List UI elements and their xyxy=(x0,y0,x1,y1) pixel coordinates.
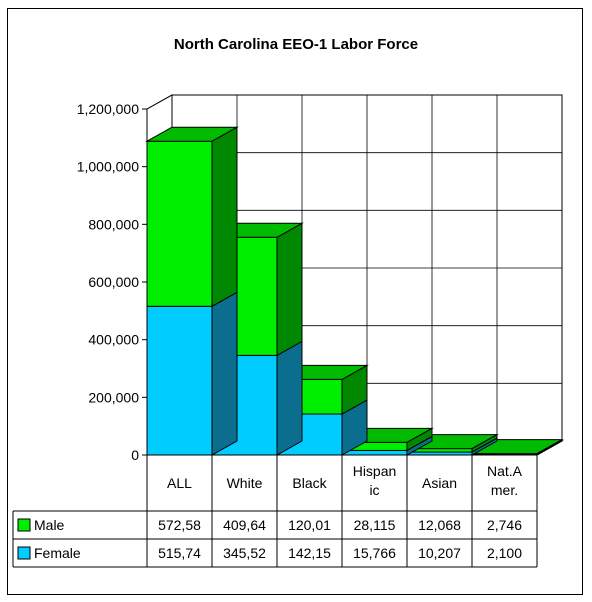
data-table-cell: 409,64 xyxy=(223,517,266,533)
y-tick-label: 400,000 xyxy=(88,332,139,348)
data-table-cell: 15,766 xyxy=(353,545,396,561)
bars xyxy=(145,126,564,456)
y-tick-label: 1,200,000 xyxy=(77,101,139,117)
data-table-cell: 10,207 xyxy=(418,545,461,561)
data-table-cell: 12,068 xyxy=(418,517,461,533)
bar-side-female xyxy=(276,340,303,456)
y-tick-label: 800,000 xyxy=(88,216,139,232)
legend-label-female: Female xyxy=(34,545,81,561)
bar-side-male xyxy=(211,126,238,308)
category-label: Black xyxy=(292,475,327,491)
data-table-cell: 142,15 xyxy=(288,545,331,561)
bar-top xyxy=(145,126,239,142)
legend-label-male: Male xyxy=(34,517,65,533)
y-tick-label: 600,000 xyxy=(88,274,139,290)
data-table-cell: 515,74 xyxy=(158,545,201,561)
gridline-side xyxy=(146,94,173,110)
data-table-cell: 572,58 xyxy=(158,517,201,533)
chart-svg: North Carolina EEO-1 Labor Force 0 200,00… xyxy=(12,36,564,568)
bar-female xyxy=(341,449,408,456)
legend-key-male xyxy=(17,518,31,532)
category-label: Hispan ic xyxy=(353,463,397,498)
category-label: Nat.A mer. xyxy=(487,463,523,498)
category-label: ALL xyxy=(167,475,192,491)
chart-frame: North Carolina EEO-1 Labor Force 0 200,00… xyxy=(7,8,583,595)
category-label: White xyxy=(227,475,263,491)
y-axis: 0 200,000 400,000 600,000 800,000 1,000,000 1,… xyxy=(77,101,148,463)
data-table-cell: 2,100 xyxy=(487,545,522,561)
bar-side-male xyxy=(276,222,303,357)
bar-male xyxy=(146,140,213,307)
data-table-cell: 120,01 xyxy=(288,517,331,533)
bar-side-female xyxy=(211,291,238,456)
bar-female xyxy=(146,305,213,456)
y-tick-label: 0 xyxy=(131,447,139,463)
chart-title: North Carolina EEO-1 Labor Force xyxy=(174,36,418,53)
y-tick-label: 200,000 xyxy=(88,389,139,405)
data-table-cell: 28,115 xyxy=(354,517,396,533)
y-tick-label: 1,000,000 xyxy=(77,159,139,175)
data-table-cell: 2,746 xyxy=(487,517,522,533)
data-table-cell: 345,52 xyxy=(223,545,266,561)
legend-key-female xyxy=(17,546,31,560)
category-label: Asian xyxy=(422,475,457,491)
data-table: ALL White Black Hispan ic Asian Nat.A mer. Male 5… xyxy=(12,454,538,568)
